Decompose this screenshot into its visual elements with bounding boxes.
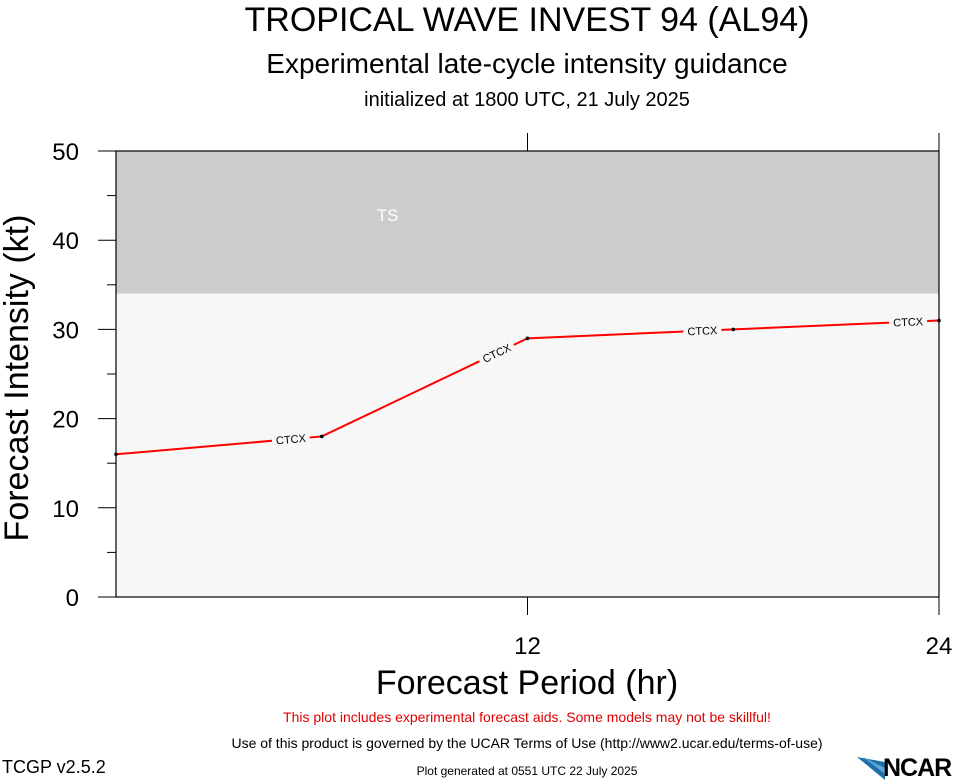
y-axis-title: Forecast Intensity (kt): [0, 215, 36, 542]
y-tick-label: 50: [52, 139, 79, 166]
series-label: CTCX: [893, 316, 924, 329]
series-label-bg: [683, 322, 722, 339]
data-point: [731, 327, 736, 332]
chart-initialized-time: initialized at 1800 UTC, 21 July 2025: [364, 89, 690, 111]
ncar-logo-text: NCAR: [883, 754, 952, 782]
intensity-bands: TS: [116, 151, 939, 597]
y-tick-label: 30: [52, 317, 79, 344]
series-label-bg: [476, 338, 517, 368]
chart-subtitle: Experimental late-cycle intensity guidan…: [266, 48, 787, 79]
intensity-chart: TROPICAL WAVE INVEST 94 (AL94) Experimen…: [0, 1, 952, 702]
experimental-warning: This plot includes experimental forecast…: [283, 709, 771, 725]
intensity-band: [116, 293, 939, 597]
band-label: TS: [377, 206, 399, 225]
axis-ticks: 0 10 20 30 40 50 12 24: [52, 133, 952, 660]
x-tick-label: 12: [514, 633, 541, 660]
plot-generated-time: Plot generated at 0551 UTC 22 July 2025: [416, 764, 638, 778]
series-label-bg: [271, 430, 311, 448]
x-axis-title: Forecast Period (hr): [376, 664, 678, 702]
chart-title: TROPICAL WAVE INVEST 94 (AL94): [245, 1, 810, 39]
y-tick-label: 10: [52, 496, 79, 523]
ncar-swoosh-icon: [857, 757, 885, 780]
intensity-band: [116, 151, 939, 294]
plot-frame: [115, 150, 940, 598]
x-tick-label: 24: [926, 633, 953, 660]
series-label: CTCX: [276, 433, 308, 448]
y-tick-label: 20: [52, 407, 79, 434]
data-point: [525, 336, 530, 341]
y-tick-label: 0: [66, 585, 79, 612]
ncar-logo: NCAR: [855, 754, 956, 782]
terms-of-use-notice: Use of this product is governed by the U…: [231, 735, 823, 751]
series-label-bg: [888, 314, 928, 330]
data-point: [319, 434, 324, 439]
series-label: CTCX: [687, 325, 718, 338]
y-tick-label: 40: [52, 228, 79, 255]
software-version: TCGP v2.5.2: [2, 757, 106, 777]
